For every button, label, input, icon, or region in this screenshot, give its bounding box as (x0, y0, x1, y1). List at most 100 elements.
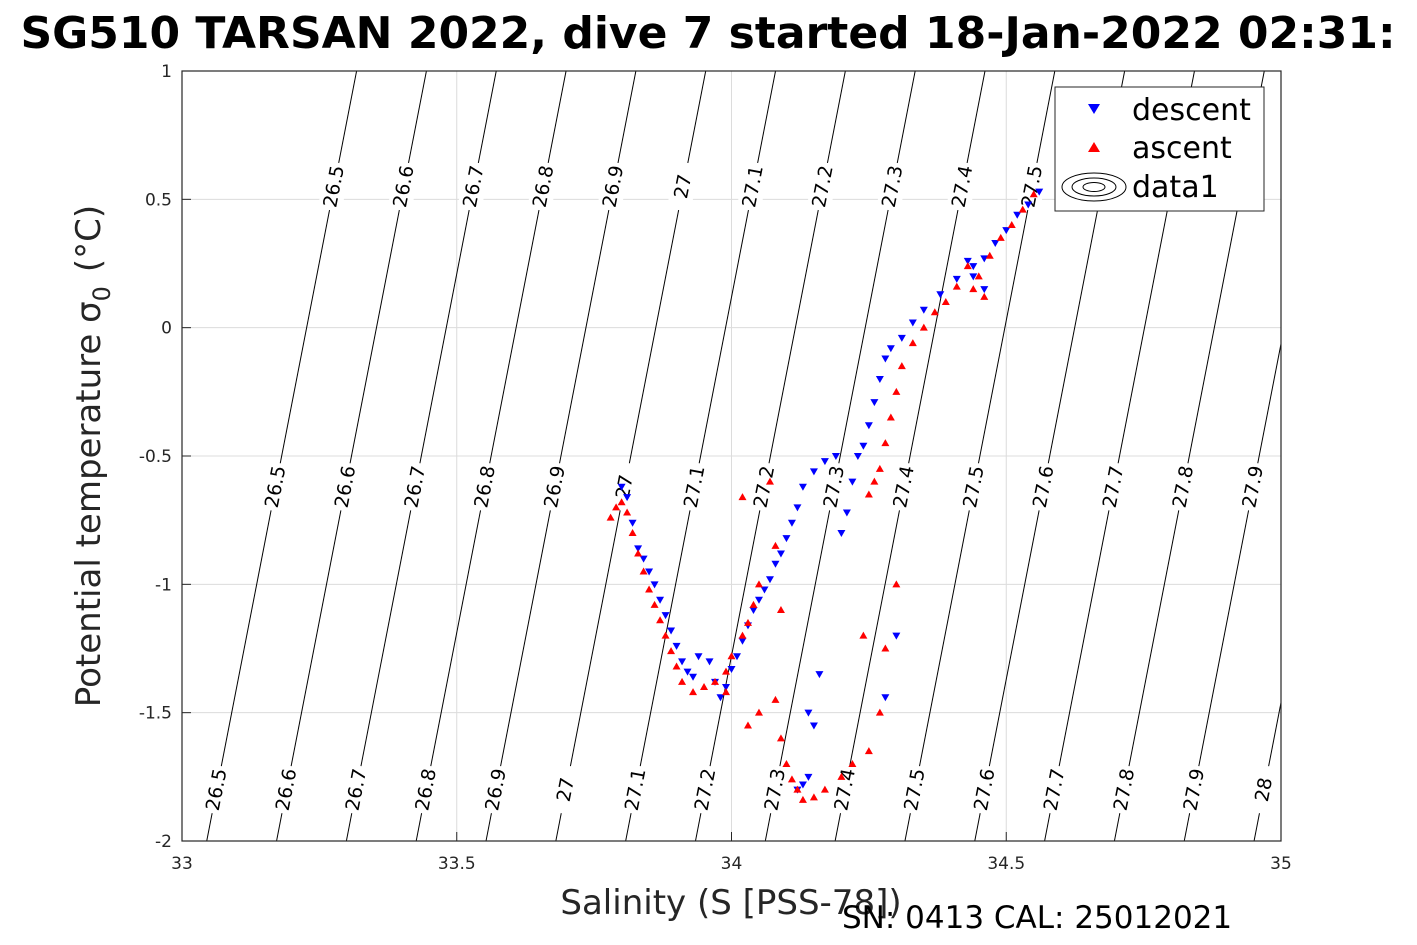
descent-point (661, 612, 670, 620)
isopycnal-label: 27.3 (760, 767, 790, 813)
isopycnal-label: 27.6 (1029, 464, 1059, 510)
isopycnal-label-bg (339, 763, 373, 816)
isopycnal-label-bg (898, 763, 932, 816)
isopycnal-label: 26.5 (202, 767, 232, 813)
ascent-point (875, 708, 884, 716)
descent-point (776, 550, 785, 558)
ascent-point (623, 508, 632, 516)
descent-point (689, 673, 698, 681)
descent-point (980, 255, 989, 263)
ascent-point (771, 695, 780, 703)
descent-point (991, 239, 1000, 247)
ascent-point (700, 683, 709, 690)
descent-point (623, 494, 632, 502)
isopycnal-label-bg (806, 160, 840, 213)
ascent-point (645, 585, 654, 593)
descent-point (936, 291, 945, 299)
isopycnal-label-bg (468, 460, 502, 513)
isopycnal-line (1304, 0, 1417, 944)
descent-point (738, 637, 747, 645)
ascent-point (848, 760, 857, 767)
ascent-point (996, 233, 1005, 241)
isopycnal-label-bg (736, 160, 770, 213)
isopycnal-label-bg (270, 763, 303, 816)
x-tick-label: 33 (171, 854, 193, 874)
isopycnal-label-bg (678, 460, 711, 513)
ascent-point (897, 362, 906, 370)
chart-title: SG510 TARSAN 2022, dive 7 started 18-Jan… (20, 8, 1395, 59)
isopycnal-label: 27.3 (878, 164, 908, 210)
y-tick-label: -0.5 (139, 447, 172, 467)
isopycnal-label-bg (457, 160, 491, 213)
isopycnal-label-bg (608, 460, 642, 513)
ascent-point (782, 760, 791, 767)
data-points (606, 188, 1044, 803)
isopycnal-label-bg (968, 763, 1002, 816)
descent-point (848, 478, 857, 486)
descent-point (634, 545, 643, 553)
descent-point (798, 781, 807, 789)
descent-point (881, 355, 890, 363)
footer-serial-cal: SN: 0413 CAL: 25012021 (842, 900, 1232, 936)
descent-point (1013, 211, 1022, 219)
ascent-point (727, 652, 736, 660)
descent-point (969, 273, 978, 281)
isopycnal-label-bg (1108, 763, 1141, 816)
ascent-point (930, 308, 939, 316)
isopycnal-label: 26.7 (459, 164, 489, 210)
isopycnal-label-bg (887, 460, 921, 513)
isopycnal-label: 27.5 (900, 767, 930, 813)
isopycnal-label-bg (876, 160, 910, 213)
x-tick-label: 34 (721, 854, 743, 874)
ascent-point (881, 439, 890, 447)
ascent-point (864, 490, 873, 498)
ascent-point (952, 282, 961, 290)
isopycnal-label-bg (479, 763, 513, 816)
descent-point (722, 684, 731, 691)
descent-point (672, 642, 681, 650)
isopycnal-label-bg (1038, 763, 1071, 816)
isopycnal-label: 27.7 (1099, 464, 1129, 510)
ascent-point (771, 541, 780, 549)
ascent-point (606, 513, 615, 521)
descent-point (853, 453, 862, 460)
isopycnal-label: 27 (670, 173, 696, 201)
ascent-point (634, 549, 643, 557)
ascent-point (908, 339, 917, 347)
descent-point (870, 399, 879, 407)
descent-point (639, 555, 648, 563)
descent-point (864, 422, 873, 430)
descent-point (749, 607, 758, 614)
isopycnal-label-bg (200, 763, 234, 816)
descent-point (980, 286, 989, 294)
legend-label-ascent: ascent (1132, 131, 1232, 166)
ascent-point (1018, 205, 1027, 213)
isopycnal-label-bg (1166, 460, 1200, 513)
ascent-point (711, 677, 720, 685)
descent-point (804, 773, 813, 781)
descent-point (650, 581, 659, 589)
isopycnal-label-bg (946, 160, 979, 213)
y-axis-label: Potential temperature σ0 (°C) (69, 205, 116, 707)
legend-marker-data1 (1061, 172, 1127, 202)
y-tick-label: 1 (161, 62, 172, 82)
descent-point (716, 694, 725, 702)
isopycnal-label: 26.6 (272, 767, 302, 813)
isopycnal-label-bg (409, 763, 443, 816)
descent-point (793, 504, 802, 512)
isopycnal-label-bg (329, 460, 362, 513)
ascent-point (859, 631, 868, 639)
ascent-point (875, 464, 884, 472)
isopycnal-label: 27.8 (1169, 464, 1199, 510)
descent-point (782, 535, 791, 543)
descent-point (809, 722, 818, 730)
isopycnal-label: 27.1 (680, 464, 710, 510)
ascent-point (678, 677, 687, 685)
x-tick-label: 34.5 (987, 854, 1025, 874)
isopycnal-label: 27.9 (1238, 464, 1268, 510)
descent-point (886, 345, 895, 353)
isopycnal-label: 27.4 (948, 164, 978, 210)
descent-point (963, 257, 972, 265)
ascent-point (969, 285, 978, 293)
isopycnal-label-bg (1027, 460, 1061, 513)
